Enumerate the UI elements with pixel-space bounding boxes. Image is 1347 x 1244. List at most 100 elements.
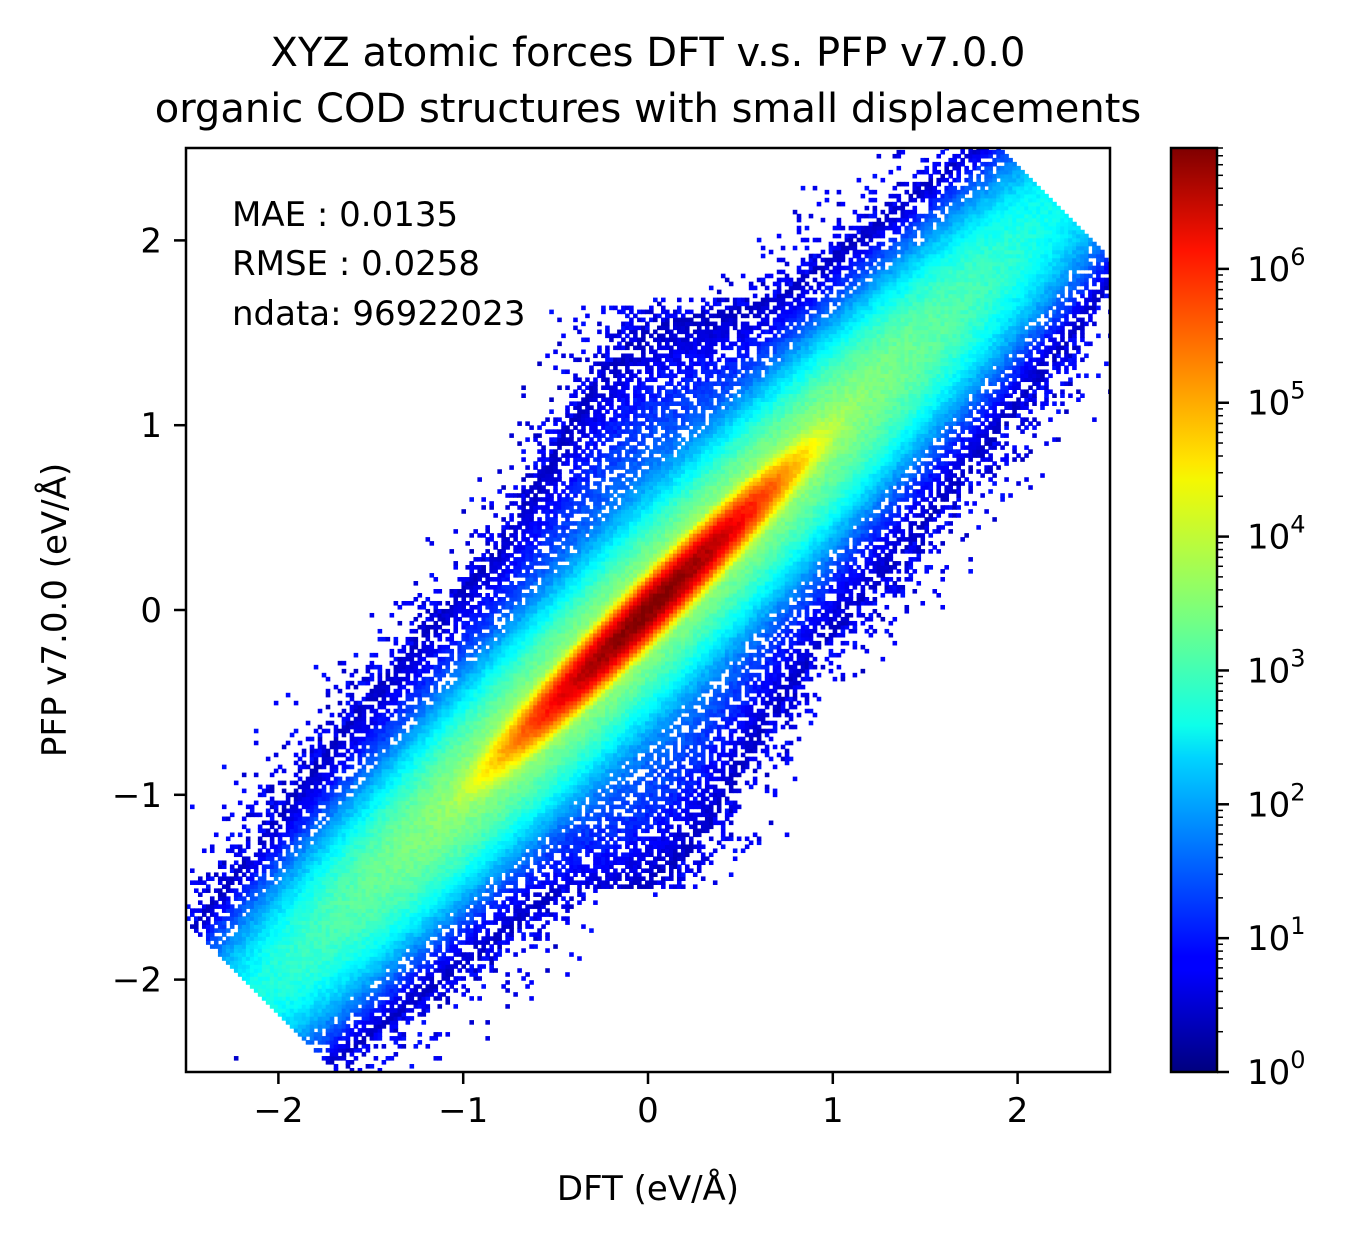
heatmap-cell — [349, 856, 355, 862]
heatmap-cell — [461, 872, 467, 877]
heatmap-cell — [413, 628, 419, 634]
heatmap-cell — [337, 1020, 343, 1025]
heatmap-cell — [417, 872, 423, 877]
heatmap-cell — [313, 812, 319, 818]
heatmap-cell — [365, 900, 371, 905]
heatmap-cell — [481, 916, 486, 921]
heatmap-cell — [313, 768, 319, 774]
heatmap-cell — [433, 1036, 439, 1041]
heatmap-cell — [333, 892, 339, 897]
heatmap-cell — [465, 652, 471, 658]
heatmap-cell — [313, 932, 319, 937]
heatmap-cell — [357, 716, 363, 722]
heatmap-cell — [333, 920, 339, 925]
heatmap-cell — [397, 964, 403, 969]
heatmap-cell — [417, 920, 423, 925]
heatmap-cell — [381, 964, 387, 969]
heatmap-cell — [317, 888, 323, 893]
heatmap-cell — [313, 920, 319, 925]
heatmap-cell — [401, 860, 407, 866]
heatmap-cell — [297, 756, 303, 762]
heatmap-cell — [481, 676, 486, 682]
heatmap-cell — [417, 828, 423, 834]
heatmap-cell — [281, 920, 287, 925]
heatmap-cell — [281, 888, 287, 893]
heatmap-cell — [437, 768, 443, 774]
heatmap-cell — [341, 956, 347, 961]
heatmap-cell — [329, 872, 335, 877]
heatmap-cell — [413, 876, 419, 881]
heatmap-cell — [445, 868, 451, 874]
heatmap-cell — [393, 1040, 399, 1045]
heatmap-cell — [485, 788, 490, 794]
heatmap-cell — [269, 996, 275, 1001]
heatmap-cell — [309, 900, 315, 905]
heatmap-cell — [433, 648, 439, 654]
heatmap-cell — [377, 1016, 383, 1021]
heatmap-cell — [453, 744, 459, 750]
heatmap-cell — [353, 844, 359, 850]
heatmap-cell — [321, 896, 327, 901]
heatmap-cell — [425, 892, 431, 897]
heatmap-cell — [457, 776, 463, 782]
heatmap-cell — [485, 812, 490, 818]
heatmap-cell — [361, 708, 367, 714]
heatmap-cell — [305, 856, 311, 862]
heatmap-cell — [461, 808, 467, 814]
heatmap-cell — [365, 724, 371, 730]
heatmap-cell — [397, 700, 403, 706]
heatmap-cell — [465, 832, 471, 838]
heatmap-cell — [321, 888, 327, 893]
heatmap-cell — [485, 692, 490, 698]
heatmap-cell — [261, 984, 267, 989]
heatmap-cell — [305, 848, 311, 854]
heatmap-cell — [433, 776, 439, 782]
heatmap-cell — [453, 604, 459, 610]
heatmap-cell — [385, 948, 391, 953]
heatmap-cell — [365, 664, 371, 670]
heatmap-cell — [481, 904, 486, 909]
heatmap-cell — [365, 1048, 371, 1053]
heatmap-cell — [373, 928, 379, 933]
heatmap-cell — [333, 800, 339, 806]
heatmap-cell — [385, 844, 391, 850]
heatmap-cell — [273, 920, 279, 925]
heatmap-cell — [317, 880, 323, 885]
heatmap-cell — [345, 972, 351, 977]
heatmap-cell — [401, 888, 407, 893]
heatmap-cell — [385, 816, 391, 822]
heatmap-cell — [305, 868, 311, 874]
heatmap-cell — [309, 788, 315, 794]
heatmap-cell — [317, 900, 323, 905]
heatmap-cell — [433, 732, 439, 738]
heatmap-cell — [465, 872, 471, 877]
heatmap-cell — [357, 724, 363, 730]
heatmap-cell — [257, 912, 263, 917]
heatmap-cell — [461, 976, 467, 981]
heatmap-cell — [309, 1004, 315, 1009]
heatmap-cell — [305, 1020, 311, 1025]
heatmap-cell — [481, 632, 486, 638]
heatmap-cell — [345, 888, 351, 893]
heatmap-cell — [313, 872, 319, 877]
heatmap-cell — [417, 888, 423, 893]
heatmap-cell — [385, 928, 391, 933]
heatmap-cell — [489, 596, 494, 602]
heatmap-cell — [293, 796, 299, 802]
heatmap-cell — [313, 664, 319, 670]
heatmap-cell — [433, 944, 439, 949]
heatmap-cell — [485, 876, 490, 881]
heatmap-cell — [325, 836, 331, 842]
heatmap-cell — [345, 1036, 351, 1041]
heatmap-cell — [281, 892, 287, 897]
heatmap-cell — [477, 900, 482, 905]
heatmap-cell — [393, 828, 399, 834]
heatmap-cell — [325, 944, 331, 949]
heatmap-cell — [397, 840, 403, 846]
heatmap-cell — [365, 896, 371, 901]
heatmap-cell — [385, 776, 391, 782]
heatmap-cell — [473, 828, 478, 834]
heatmap-cell — [417, 604, 423, 610]
heatmap-cell — [477, 772, 482, 778]
heatmap-cell — [281, 980, 287, 985]
